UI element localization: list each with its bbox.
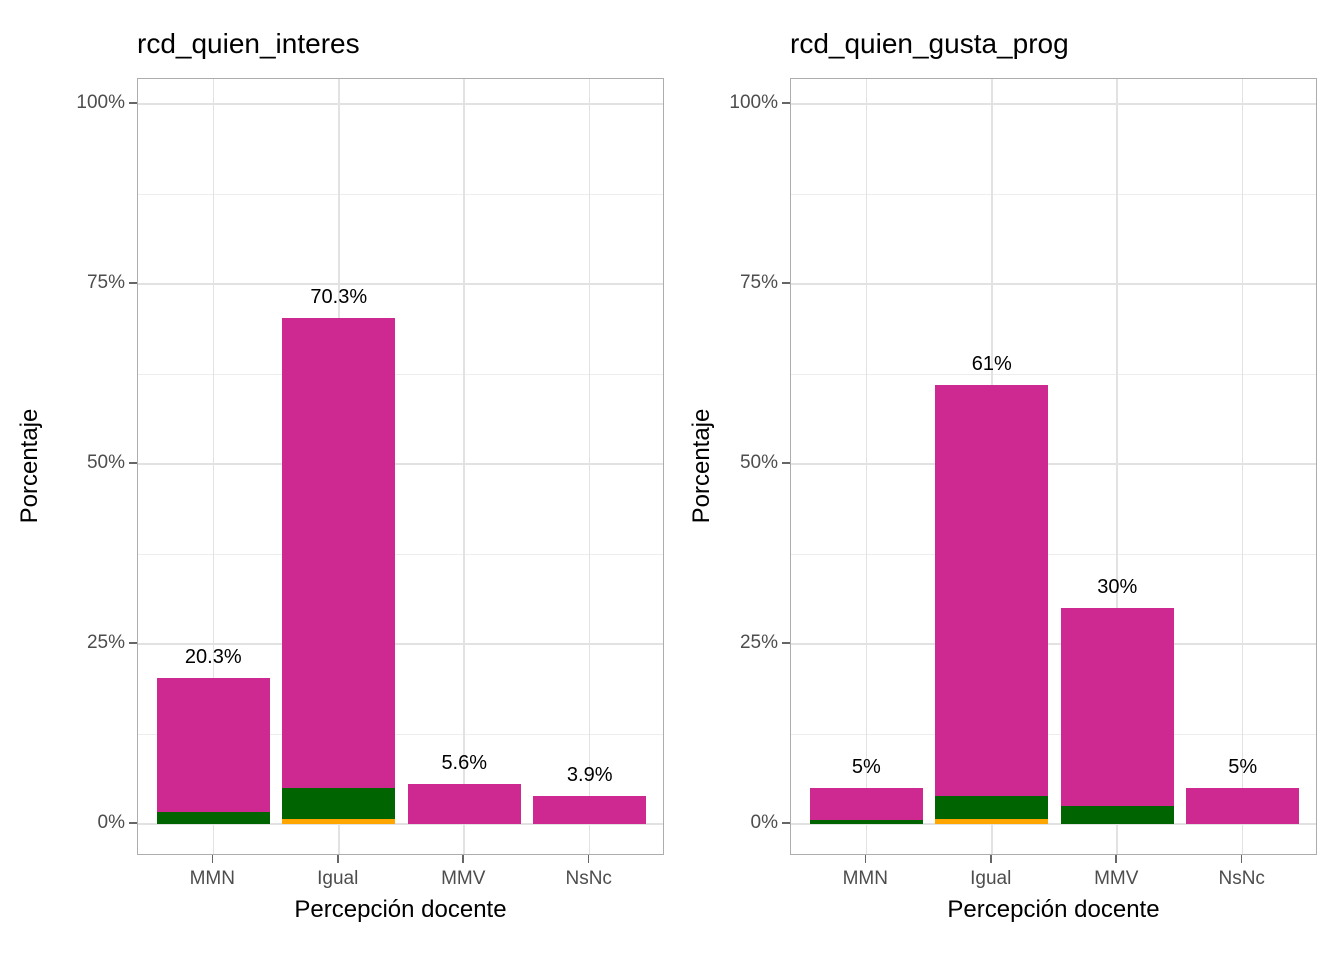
- gridline-major-y-25: [138, 643, 663, 645]
- y-tick-50: [782, 462, 790, 464]
- plot-panel: 5% 61% 30% 5%: [790, 78, 1317, 855]
- x-tick-Igual: [337, 855, 339, 863]
- bar-segment-green-segment-MMN: [809, 819, 923, 824]
- bar-segment-orange-segment-Igual: [935, 818, 1049, 824]
- x-tick-NsNc: [1240, 855, 1243, 863]
- y-tick-label-75: 75%: [739, 272, 778, 293]
- bar-value-label-MMV: 30%: [1097, 576, 1138, 598]
- gridline-minor-y-37.5: [791, 554, 1316, 555]
- bar-value-label-Igual: 61%: [971, 352, 1012, 375]
- y-tick-0: [129, 822, 137, 824]
- gridline-minor-y-87.5: [138, 194, 663, 195]
- bar-segment-magenta-segment-MMV: [407, 783, 521, 824]
- y-tick-label-100: 100%: [729, 92, 778, 113]
- y-axis-title: Porcentaje: [16, 408, 43, 524]
- gridline-major-x-NsNc: [1241, 79, 1244, 854]
- y-tick-label-25: 25%: [86, 632, 125, 653]
- bar-value-label-NsNc: 5%: [1228, 756, 1258, 778]
- x-tick-label-Igual: Igual: [317, 868, 359, 889]
- x-tick-label-MMV: MMV: [1094, 868, 1139, 889]
- gridline-major-x-MMV: [463, 79, 465, 854]
- gridline-minor-y-12.5: [791, 734, 1316, 735]
- bar-value-label-Igual: 70.3%: [310, 285, 368, 308]
- bar-segment-magenta-segment-Igual: [935, 384, 1049, 796]
- gridline-minor-y-37.5: [138, 554, 663, 555]
- y-tick-100: [782, 102, 790, 104]
- x-tick-MMN: [864, 855, 867, 863]
- gridline-major-y-100: [791, 103, 1316, 105]
- chart-rcd-quien-interes: rcd_quien_interes Porcentaje 20.3% 70.3% 5…: [16, 28, 664, 923]
- y-tick-50: [129, 462, 137, 464]
- y-tick-25: [129, 642, 137, 644]
- x-tick-MMV: [462, 855, 464, 863]
- bar-segment-magenta-segment-NsNc: [1186, 788, 1300, 824]
- gridline-minor-y-62.5: [791, 374, 1316, 375]
- bar-segment-magenta-segment-Igual: [282, 317, 396, 788]
- bar-segment-magenta-segment-MMN: [809, 788, 923, 820]
- bar-value-label-NsNc: 3.9%: [566, 763, 613, 786]
- gridline-major-x-MMV: [1116, 79, 1118, 854]
- x-tick-label-NsNc: NsNc: [565, 868, 612, 889]
- y-tick-label-50: 50%: [86, 452, 125, 473]
- bar-value-label-MMV: 5.6%: [441, 751, 488, 774]
- y-tick-label-25: 25%: [739, 632, 778, 653]
- gridline-major-y-0: [791, 823, 1316, 825]
- bar-segment-magenta-segment-NsNc: [533, 795, 647, 824]
- y-tick-75: [782, 282, 790, 284]
- y-tick-label-0: 0%: [97, 812, 125, 833]
- gridline-major-y-0: [138, 823, 663, 825]
- bar-segment-green-segment-Igual: [282, 788, 396, 819]
- y-tick-label-100: 100%: [76, 92, 125, 113]
- gridline-major-x-MMN: [212, 79, 215, 854]
- plot-title: rcd_quien_gusta_prog: [790, 28, 1069, 59]
- bar-value-label-MMN: 5%: [851, 756, 881, 778]
- gridline-major-y-50: [791, 463, 1316, 465]
- y-tick-25: [782, 642, 790, 644]
- x-tick-label-MMV: MMV: [441, 868, 486, 889]
- x-tick-NsNc: [587, 855, 590, 863]
- gridline-minor-y-12.5: [138, 734, 663, 735]
- y-tick-label-0: 0%: [750, 812, 778, 833]
- gridline-minor-y-87.5: [791, 194, 1316, 195]
- y-tick-label-50: 50%: [739, 452, 778, 473]
- bar-segment-orange-segment-Igual: [282, 818, 396, 824]
- gridline-major-y-50: [138, 463, 663, 465]
- y-tick-100: [129, 102, 137, 104]
- gridline-major-x-NsNc: [588, 79, 591, 854]
- x-tick-MMN: [211, 855, 214, 863]
- bar-segment-green-segment-MMN: [156, 811, 270, 824]
- gridline-major-y-25: [791, 643, 1316, 645]
- bar-segment-green-segment-Igual: [935, 795, 1049, 819]
- x-tick-label-Igual: Igual: [970, 868, 1012, 889]
- y-tick-0: [782, 822, 790, 824]
- gridline-major-y-75: [138, 283, 663, 285]
- gridline-major-y-75: [791, 283, 1316, 285]
- chart-rcd-quien-gusta-prog: rcd_quien_gusta_prog Porcentaje 5% 61% 30%…: [672, 0, 1344, 960]
- x-tick-Igual: [990, 855, 992, 863]
- x-tick-label-NsNc: NsNc: [1218, 868, 1265, 889]
- plot-panel: 20.3% 70.3% 5.6% 3.9%: [137, 78, 664, 855]
- plot-title: rcd_quien_interes: [137, 28, 360, 59]
- y-tick-75: [129, 282, 137, 284]
- x-axis-title: Percepción docente: [294, 896, 507, 923]
- bar-value-label-MMN: 20.3%: [184, 645, 242, 668]
- x-tick-MMV: [1115, 855, 1117, 863]
- x-axis-title: Percepción docente: [947, 896, 1160, 923]
- gridline-major-x-MMN: [865, 79, 868, 854]
- bar-segment-magenta-segment-MMN: [156, 677, 270, 812]
- x-tick-label-MMN: MMN: [189, 868, 235, 889]
- gridline-minor-y-62.5: [138, 374, 663, 375]
- bar-segment-green-segment-MMV: [1060, 806, 1174, 824]
- bar-segment-magenta-segment-MMV: [1060, 608, 1174, 806]
- gridline-major-y-100: [138, 103, 663, 105]
- y-tick-label-75: 75%: [86, 272, 125, 293]
- x-tick-label-MMN: MMN: [842, 868, 888, 889]
